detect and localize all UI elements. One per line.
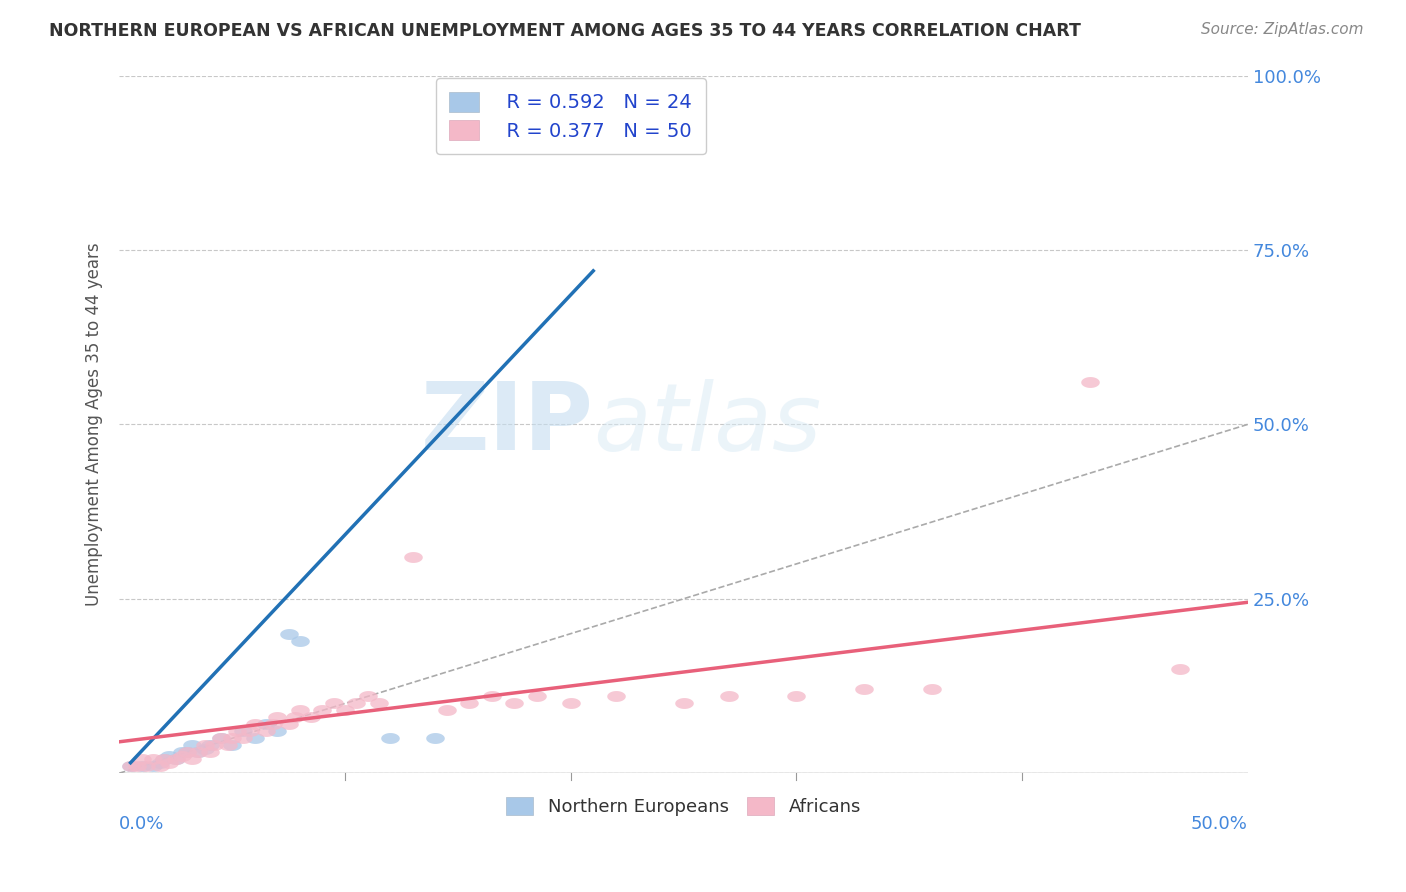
- Point: [165, 752, 187, 766]
- Point: [1078, 376, 1101, 390]
- Point: [232, 731, 254, 746]
- Point: [120, 759, 142, 773]
- Point: [266, 710, 288, 724]
- Legend: Northern Europeans, Africans: Northern Europeans, Africans: [495, 786, 872, 827]
- Point: [198, 745, 221, 759]
- Point: [266, 724, 288, 739]
- Point: [254, 724, 277, 739]
- Point: [180, 739, 202, 753]
- Point: [172, 748, 194, 763]
- Point: [785, 690, 807, 704]
- Text: 50.0%: 50.0%: [1191, 815, 1249, 833]
- Point: [209, 731, 232, 746]
- Point: [243, 717, 266, 731]
- Point: [299, 710, 322, 724]
- Point: [333, 703, 356, 717]
- Point: [187, 745, 209, 759]
- Point: [288, 633, 311, 648]
- Point: [221, 731, 243, 746]
- Point: [853, 682, 876, 697]
- Point: [194, 739, 217, 753]
- Point: [153, 752, 176, 766]
- Point: [243, 731, 266, 746]
- Point: [311, 703, 333, 717]
- Point: [717, 690, 740, 704]
- Point: [225, 724, 247, 739]
- Point: [1168, 661, 1191, 675]
- Point: [153, 752, 176, 766]
- Point: [142, 752, 165, 766]
- Point: [120, 759, 142, 773]
- Point: [277, 626, 299, 640]
- Text: atlas: atlas: [593, 379, 821, 470]
- Point: [131, 752, 153, 766]
- Point: [176, 745, 198, 759]
- Point: [157, 756, 180, 770]
- Point: [157, 748, 180, 763]
- Point: [526, 690, 548, 704]
- Point: [217, 739, 239, 753]
- Point: [605, 690, 627, 704]
- Point: [131, 759, 153, 773]
- Text: 0.0%: 0.0%: [120, 815, 165, 833]
- Point: [232, 724, 254, 739]
- Point: [262, 717, 284, 731]
- Point: [344, 697, 367, 711]
- Point: [172, 745, 194, 759]
- Text: NORTHERN EUROPEAN VS AFRICAN UNEMPLOYMENT AMONG AGES 35 TO 44 YEARS CORRELATION : NORTHERN EUROPEAN VS AFRICAN UNEMPLOYMEN…: [49, 22, 1081, 40]
- Point: [239, 724, 262, 739]
- Point: [149, 756, 172, 770]
- Point: [402, 549, 425, 564]
- Point: [481, 690, 503, 704]
- Point: [560, 697, 582, 711]
- Y-axis label: Unemployment Among Ages 35 to 44 years: Unemployment Among Ages 35 to 44 years: [86, 243, 103, 607]
- Point: [458, 697, 481, 711]
- Point: [921, 682, 943, 697]
- Point: [582, 117, 605, 131]
- Point: [284, 710, 307, 724]
- Point: [221, 739, 243, 753]
- Point: [288, 703, 311, 717]
- Point: [198, 739, 221, 753]
- Point: [436, 703, 458, 717]
- Point: [672, 697, 695, 711]
- Point: [425, 731, 447, 746]
- Point: [176, 745, 198, 759]
- Point: [202, 739, 225, 753]
- Point: [367, 697, 389, 711]
- Point: [180, 752, 202, 766]
- Text: ZIP: ZIP: [420, 378, 593, 470]
- Point: [356, 690, 378, 704]
- Point: [142, 759, 165, 773]
- Point: [194, 741, 217, 756]
- Point: [254, 717, 277, 731]
- Point: [209, 731, 232, 746]
- Point: [503, 697, 526, 711]
- Point: [135, 759, 157, 773]
- Point: [127, 759, 149, 773]
- Point: [322, 697, 344, 711]
- Point: [187, 745, 209, 759]
- Point: [149, 759, 172, 773]
- Point: [165, 752, 187, 766]
- Point: [277, 717, 299, 731]
- Point: [378, 731, 401, 746]
- Text: Source: ZipAtlas.com: Source: ZipAtlas.com: [1201, 22, 1364, 37]
